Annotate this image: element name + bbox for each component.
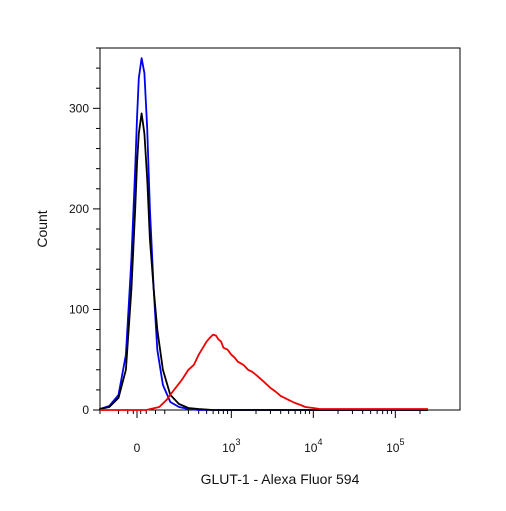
x-tick-label: 104 [304,437,322,455]
series-line-2 [100,333,428,411]
x-axis-label: GLUT-1 - Alexa Fluor 594 [201,471,360,487]
plot-frame [99,47,461,411]
x-axis-ticks: 0 103 104 105 [99,410,421,455]
x-tick-label: 105 [386,437,404,455]
y-tick-label: 300 [69,101,89,115]
y-tick-label: 200 [69,202,89,216]
series-group [99,57,428,411]
x-tick-label: 103 [222,437,240,455]
series-line-1 [99,112,428,411]
y-tick-label: 0 [82,403,89,417]
y-tick-label: 100 [69,302,89,316]
y-axis-ticks: 0 100 200 300 [69,47,100,417]
y-axis-label: Count [34,210,50,247]
x-tick-label: 0 [134,441,141,455]
